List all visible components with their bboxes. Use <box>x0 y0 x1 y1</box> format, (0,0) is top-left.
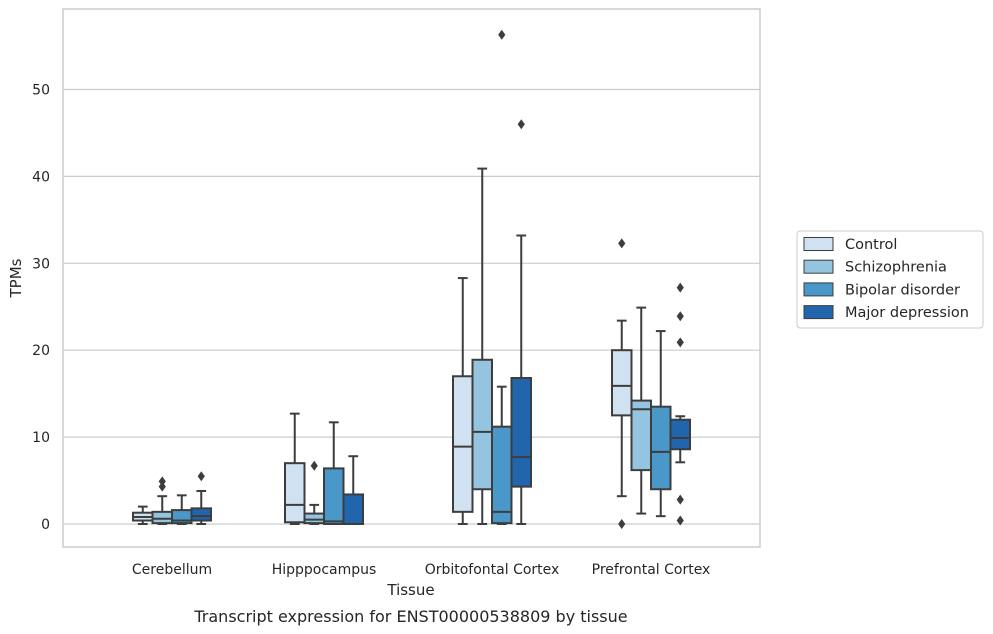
box-3-0 <box>611 238 633 529</box>
box-2-3 <box>510 119 532 525</box>
box-0-2 <box>171 494 193 525</box>
outlier-marker <box>158 476 166 487</box>
x-tick-label: Hipppocampus <box>272 562 377 578</box>
box-3-2 <box>650 330 672 518</box>
box-1-3 <box>342 455 364 526</box>
x-tick-label: Orbitofontal Cortex <box>425 562 560 578</box>
x-axis-label: Tissue <box>386 581 434 599</box>
outlier-marker <box>498 29 506 40</box>
x-tick-label: Cerebellum <box>132 562 212 578</box>
outlier-marker <box>676 337 684 348</box>
outlier-marker <box>676 494 684 505</box>
y-tick-label: 0 <box>41 517 50 533</box>
y-tick-labels: 0 10 20 30 40 50 <box>32 83 50 534</box>
box-2-2 <box>491 29 513 525</box>
box-0-1 <box>151 476 173 525</box>
outlier-marker <box>158 481 166 492</box>
box-body <box>669 418 691 451</box>
legend-label: Control <box>845 237 897 253</box>
box-body <box>650 405 672 491</box>
box-body <box>471 358 493 491</box>
box-body <box>630 399 652 472</box>
box-0-0 <box>132 505 154 525</box>
chart-caption: Transcript expression for ENST0000053880… <box>193 607 627 626</box>
plot-frame <box>62 8 761 548</box>
box-0-3 <box>190 471 212 525</box>
outlier-marker <box>310 460 318 471</box>
outlier-marker <box>676 282 684 293</box>
legend-swatch <box>803 282 834 297</box>
box-1-1 <box>303 460 325 525</box>
legend-frame <box>796 230 984 329</box>
box-1-0 <box>284 412 306 525</box>
legend-swatch <box>803 237 834 251</box>
legend-label: Schizophrenia <box>845 260 947 276</box>
legend-label: Major depression <box>845 305 969 321</box>
box-series <box>132 29 691 529</box>
outlier-marker <box>197 471 205 482</box>
y-tick-label: 40 <box>32 169 50 185</box>
x-tick-labels: Cerebellum Hipppocampus Orbitofontal Corte… <box>132 562 710 578</box>
box-body <box>342 493 364 526</box>
box-body <box>452 375 474 513</box>
grid-lines <box>63 88 760 525</box>
outlier-marker <box>517 119 525 130</box>
box-body <box>611 349 633 417</box>
box-body <box>190 507 212 522</box>
legend-label: Bipolar disorder <box>845 282 960 298</box>
y-tick-label: 30 <box>32 256 50 272</box>
box-3-3 <box>669 282 691 526</box>
y-tick-label: 50 <box>32 83 50 99</box>
box-body <box>510 377 532 488</box>
legend: Control Schizophrenia Bipolar disorder Majo… <box>796 230 984 329</box>
box-body <box>491 425 513 525</box>
box-2-0 <box>452 277 474 525</box>
outlier-marker <box>676 311 684 322</box>
x-tick-label: Prefrontal Cortex <box>592 562 711 578</box>
box-body <box>303 512 325 525</box>
box-body <box>151 510 173 525</box>
y-axis-label: TPMs <box>7 258 25 298</box>
legend-swatch <box>803 259 834 274</box>
outlier-marker <box>618 238 626 249</box>
outlier-marker <box>676 515 684 526</box>
outlier-marker <box>618 519 626 529</box>
y-tick-label: 20 <box>32 343 50 359</box>
box-3-1 <box>630 306 652 515</box>
box-body <box>323 467 345 526</box>
legend-swatch <box>803 305 834 320</box>
y-tick-label: 10 <box>32 430 50 446</box>
box-2-1 <box>471 167 493 525</box>
box-body <box>284 462 306 524</box>
